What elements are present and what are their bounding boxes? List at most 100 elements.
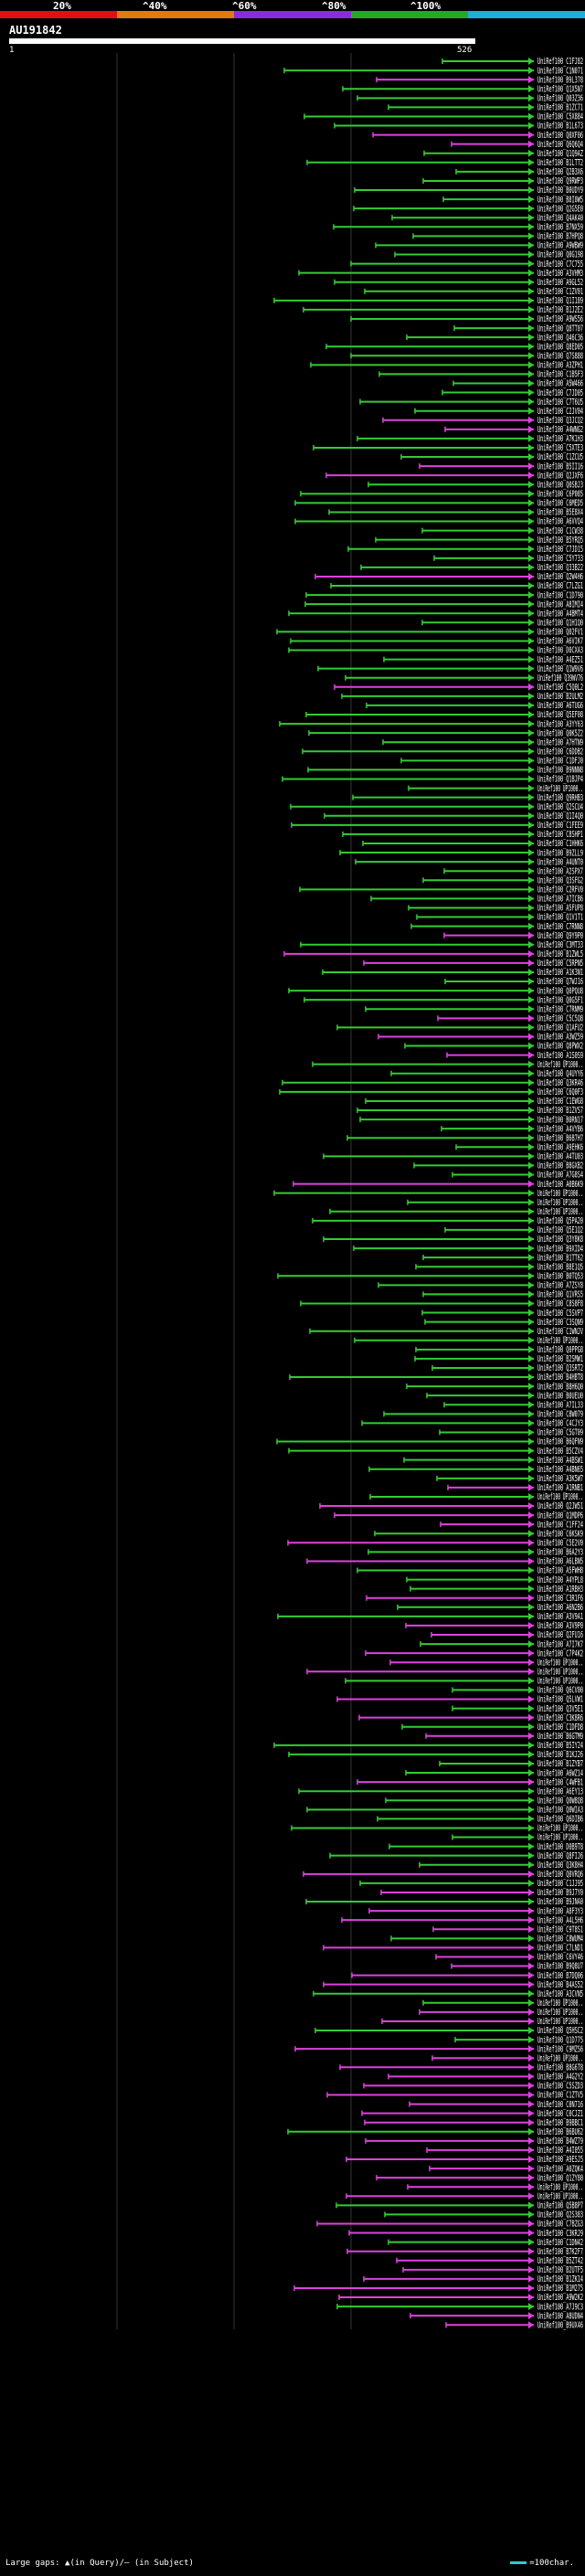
hit-label[interactable]: UniRef100_Q8FIJ6 [537,1851,583,1861]
hit-label[interactable]: UniRef100_Q3SRT2 [537,1363,583,1373]
hit-label[interactable]: UniRef100_Q9Y9P0 [537,931,583,941]
hit-label[interactable]: UniRef100_A4BSW1 [537,1456,583,1466]
hit-label[interactable]: UniRef100_UP1000.. [537,1492,583,1502]
hit-row[interactable]: UniRef100_Q0XF06 [372,131,583,141]
hit-row[interactable]: UniRef100_C1HHK6 [362,839,583,849]
hit-row[interactable]: UniRef100_A8F3Y3 [368,1906,583,1916]
hit-row[interactable]: UniRef100_C1ZV01 [364,287,583,297]
hit-label[interactable]: UniRef100_Q5PA20 [537,1216,583,1226]
hit-row[interactable]: UniRef100_B1ZVS7 [356,1106,583,1116]
hit-row[interactable]: UniRef100_A4TU03 [323,1152,583,1162]
hit-label[interactable]: UniRef100_B9Q8U7 [537,1962,583,1972]
hit-label[interactable]: UniRef100_C5C5Q8 [537,1014,583,1024]
hit-row[interactable]: UniRef100_A1S0S9 [446,1051,583,1061]
hit-label[interactable]: UniRef100_UP1000.. [537,2191,583,2201]
hit-row[interactable]: UniRef100_B8H6Q0 [406,1382,583,1392]
hit-row[interactable]: UniRef100_UP1000.. [381,2017,583,2027]
hit-label[interactable]: UniRef100_B1ZK14 [537,2274,583,2284]
hit-row[interactable]: UniRef100_Q3SRT2 [431,1363,583,1373]
hit-label[interactable]: UniRef100_C4WFB1 [537,1777,583,1787]
hit-label[interactable]: UniRef100_A9W2K2 [537,2293,583,2303]
hit-row[interactable]: UniRef100_UP1000.. [452,1833,583,1843]
hit-label[interactable]: UniRef100_C1JJ95 [537,1879,583,1889]
hit-row[interactable]: UniRef100_C1D790 [305,590,583,600]
hit-row[interactable]: UniRef100_A3YY63 [279,719,583,729]
hit-label[interactable]: UniRef100_Q6DIB6 [537,1815,583,1825]
hit-row[interactable]: UniRef100_Q3V5E1 [452,1704,583,1714]
hit-row[interactable]: UniRef100_C6KSK9 [374,1529,583,1539]
hit-row[interactable]: UniRef100_A5FUP8 [408,904,583,914]
hit-row[interactable]: UniRef100_A3VHM3 [298,269,583,279]
hit-row[interactable]: UniRef100_Q8PWX2 [404,1042,583,1052]
hit-label[interactable]: UniRef100_C1ZTV5 [537,2091,583,2101]
hit-row[interactable]: UniRef100_C3MT33 [300,940,583,950]
hit-row[interactable]: UniRef100_Q0SBJ3 [367,480,583,490]
hit-row[interactable]: UniRef100_A6LBN5 [306,1557,583,1567]
hit-row[interactable]: UniRef100_Q46C36 [406,333,583,343]
hit-row[interactable]: UniRef100_Q3SFG2 [422,875,583,885]
hit-row[interactable]: UniRef100_B2ULM2 [341,692,583,702]
hit-label[interactable]: UniRef100_A1S0S9 [537,1051,583,1061]
hit-label[interactable]: UniRef100_B4WZ79 [537,2136,583,2147]
hit-row[interactable]: UniRef100_B1KJ26 [288,1750,583,1760]
hit-row[interactable]: UniRef100_A6N2B6 [397,1603,583,1613]
hit-label[interactable]: UniRef100_Q8TT07 [537,323,583,334]
hit-row[interactable]: UniRef100_C5SZD3 [363,2082,583,2092]
hit-label[interactable]: UniRef100_B6QFN9 [537,1437,583,1447]
hit-row[interactable]: UniRef100_Q2S383 [384,2210,583,2221]
hit-row[interactable]: UniRef100_Q1BJP4 [282,775,583,785]
hit-row[interactable]: UniRef100_A7ZSY8 [378,1281,583,1291]
hit-label[interactable]: UniRef100_C3R1F6 [537,1594,583,1604]
hit-label[interactable]: UniRef100_B5YRQ5 [537,535,583,546]
hit-row[interactable]: UniRef100_C6Q0F3 [279,1087,583,1097]
hit-row[interactable]: UniRef100_C1ZCU5 [400,452,583,462]
hit-row[interactable]: UniRef100_A9W2K2 [338,2293,583,2303]
hit-label[interactable]: UniRef100_C6DDB2 [537,747,583,757]
hit-row[interactable]: UniRef100_C8W079 [383,1410,583,1420]
hit-label[interactable]: UniRef100_UP1000.. [537,784,583,794]
hit-row[interactable]: UniRef100_Q2JW51 [319,1501,583,1511]
hit-row[interactable]: UniRef100_B4AS52 [323,1980,583,1990]
hit-row[interactable]: UniRef100_Q02FV1 [276,628,583,638]
hit-row[interactable]: UniRef100_B6A2Y3 [367,1548,583,1558]
hit-label[interactable]: UniRef100_C5Y733 [537,554,583,564]
hit-label[interactable]: UniRef100_A9WS56 [537,314,583,324]
hit-label[interactable]: UniRef100_Q3JCQ2 [537,416,583,426]
hit-label[interactable]: UniRef100_C7JD05 [537,388,583,398]
hit-row[interactable]: UniRef100_Q9RWP3 [422,176,583,186]
hit-row[interactable]: UniRef100_B1J2E2 [303,305,583,315]
hit-label[interactable]: UniRef100_Q0VRQ6 [537,1870,583,1880]
hit-label[interactable]: UniRef100_B0RN17 [537,1115,583,1125]
hit-row[interactable]: UniRef100_A4BN65 [368,1465,583,1475]
hit-row[interactable]: UniRef100_A7IL33 [443,1400,583,1410]
hit-label[interactable]: UniRef100_D0CXA3 [537,646,583,656]
hit-row[interactable]: UniRef100_B5YRQ5 [375,535,583,546]
hit-row[interactable]: UniRef100_Q6Q6Q4 [451,140,583,150]
hit-row[interactable]: UniRef100_A6WZ14 [405,1768,583,1778]
hit-label[interactable]: UniRef100_C1DFD8 [537,1723,583,1733]
hit-row[interactable]: UniRef100_A7HTN9 [382,737,583,747]
hit-row[interactable]: UniRef100_Q9RHB3 [352,793,583,803]
hit-row[interactable]: UniRef100_B1ZC71 [388,103,583,113]
hit-label[interactable]: UniRef100_A0ZQK4 [537,2164,583,2174]
hit-row[interactable]: UniRef100_C3R1F6 [366,1594,583,1604]
hit-label[interactable]: UniRef100_C7C755 [537,260,583,270]
hit-label[interactable]: UniRef100_D0B9T8 [537,1842,583,1852]
hit-label[interactable]: UniRef100_B7K2F7 [537,2247,583,2257]
hit-row[interactable]: UniRef100_C1EWG8 [365,1097,583,1107]
hit-label[interactable]: UniRef100_A7HTN9 [537,737,583,747]
hit-label[interactable]: UniRef100_A9EHK6 [537,1142,583,1152]
hit-label[interactable]: UniRef100_B4AS52 [537,1980,583,1990]
hit-label[interactable]: UniRef100_Q2JXF6 [537,471,583,481]
hit-label[interactable]: UniRef100_Q2JW51 [537,1501,583,1511]
hit-label[interactable]: UniRef100_Q0K5Z2 [537,728,583,738]
hit-row[interactable]: UniRef100_B6B7H7 [346,1133,583,1143]
hit-label[interactable]: UniRef100_C1HHK6 [537,839,583,849]
hit-label[interactable]: UniRef100_C1N071 [537,66,583,76]
hit-label[interactable]: UniRef100_A5W466 [537,379,583,389]
hit-row[interactable]: UniRef100_C1WNJV [309,1327,583,1337]
hit-label[interactable]: UniRef100_B9BBC1 [537,2118,583,2128]
hit-label[interactable]: UniRef100_Q3V5E1 [537,1704,583,1714]
hit-row[interactable]: UniRef100_UP1000.. [329,1207,583,1217]
hit-row[interactable]: UniRef100_Q8TT07 [453,323,583,334]
